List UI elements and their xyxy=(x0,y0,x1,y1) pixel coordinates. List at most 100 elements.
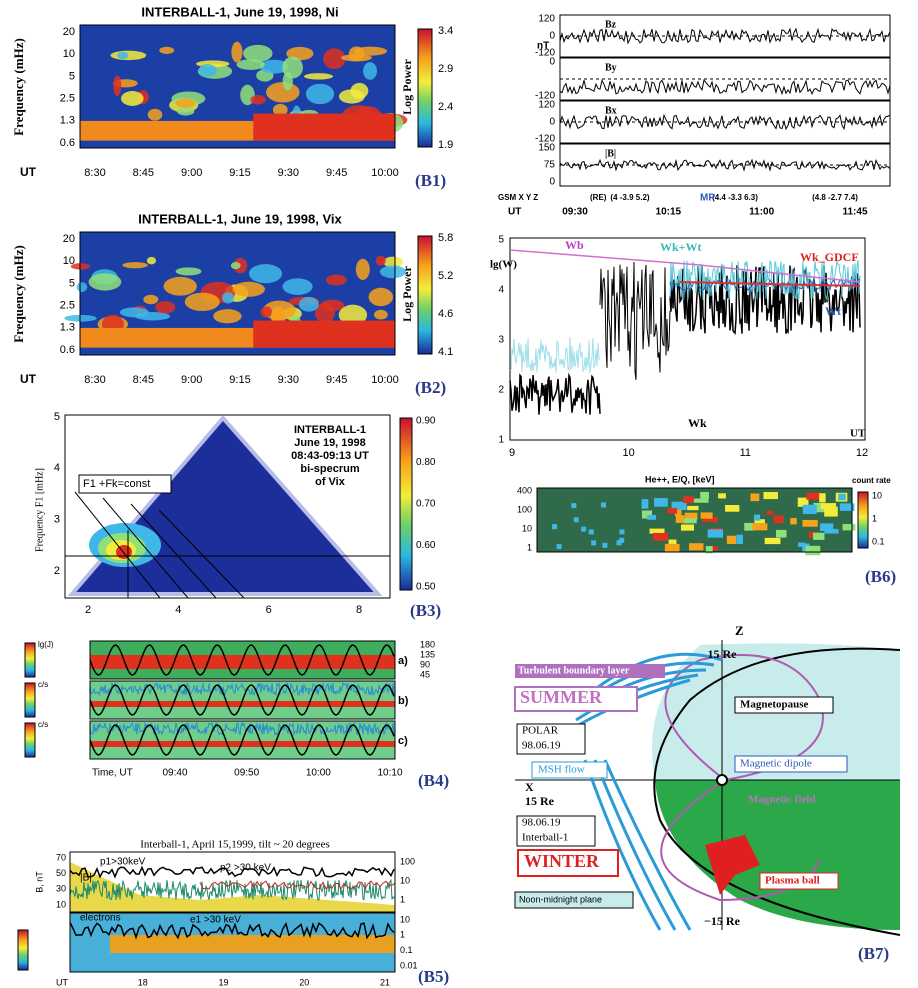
series-label: Wb xyxy=(565,238,584,252)
axis-label: UT xyxy=(20,165,37,179)
label: X xyxy=(525,780,534,794)
spectrogram-blob xyxy=(266,81,300,103)
label: (4 -3.9 5.2) xyxy=(610,193,649,202)
label: 98.06.19 xyxy=(522,817,561,829)
tick-label: 9:00 xyxy=(181,167,202,179)
spectrogram-cell xyxy=(790,518,797,525)
tick-label: 100 xyxy=(400,856,415,866)
trace xyxy=(599,261,671,380)
tick-label: 10:00 xyxy=(371,167,399,179)
label-box xyxy=(734,696,834,714)
tick-label: 5 xyxy=(54,411,60,423)
spectrogram-band xyxy=(90,741,395,747)
spectrogram-cell xyxy=(601,502,607,508)
trace xyxy=(559,78,891,96)
spectrogram-blob xyxy=(213,309,242,324)
tick-label: 9:15 xyxy=(229,167,250,179)
spectrogram-cell xyxy=(571,503,577,509)
colorbar xyxy=(417,235,433,355)
panel-tag: (B6) xyxy=(865,567,896,586)
spectrogram-cell xyxy=(744,522,755,531)
tick-label: 4 xyxy=(54,462,60,474)
spectrogram-cell xyxy=(754,519,765,524)
colorbar xyxy=(24,682,36,718)
formula-box xyxy=(78,474,172,494)
tick-label: 8 xyxy=(356,604,362,616)
trace xyxy=(509,249,861,283)
annotation: June 19, 1998 xyxy=(294,437,366,449)
label-box xyxy=(516,815,596,847)
label: (4.8 -2.7 7.4) xyxy=(812,193,858,202)
spectrogram-blob xyxy=(232,281,266,297)
series-label: |B| xyxy=(80,873,92,884)
tick-label: 1 xyxy=(872,513,877,523)
tick-label: 11:00 xyxy=(749,207,774,218)
tick-label: 50 xyxy=(56,868,66,878)
spectrogram-blob xyxy=(272,103,288,116)
spectrogram-blob xyxy=(363,62,377,80)
spectrogram-cell xyxy=(718,493,726,499)
tick-label: 0.80 xyxy=(416,457,436,468)
guide-line xyxy=(130,503,217,599)
spectrogram-blob xyxy=(230,261,241,270)
spectrogram-cell xyxy=(602,542,608,548)
tick-label: 0.50 xyxy=(416,582,436,593)
tick-label: 120 xyxy=(538,14,555,25)
spectrogram-blob xyxy=(325,274,347,286)
dipole xyxy=(716,774,728,786)
trace xyxy=(89,644,395,676)
flow-arrow xyxy=(593,759,677,931)
trace xyxy=(679,281,861,287)
spectrogram-blob xyxy=(320,299,345,312)
spectrogram-cell xyxy=(775,529,787,538)
panel-tag: (B2) xyxy=(415,378,446,397)
colorbar-label: Log Power xyxy=(400,59,414,115)
axis-label: Frequency F1 [mHz] xyxy=(34,468,45,552)
magnetopause xyxy=(653,647,901,936)
panel-title: Interball-1, April 15,1999, tilt ~ 20 de… xyxy=(140,839,330,851)
label: b) xyxy=(398,695,409,707)
label: 15 Re xyxy=(525,794,555,808)
label: −15 Re xyxy=(704,914,741,928)
spectrogram-blob xyxy=(163,276,197,296)
label: Z xyxy=(735,623,744,638)
colorbar xyxy=(857,491,869,549)
trace xyxy=(89,681,396,697)
spectrogram-blob xyxy=(375,255,386,266)
plot-frame xyxy=(69,851,396,913)
tick-label: 0.90 xyxy=(416,416,436,427)
tick-label: 20 xyxy=(63,26,75,38)
series-label: electrons xyxy=(80,913,121,924)
spectrogram-cell xyxy=(556,544,562,550)
tick-label: 0.01 xyxy=(400,960,418,970)
label: 98.06.19 xyxy=(522,740,561,752)
label: (4.4 -3.3 6.3) xyxy=(712,193,758,202)
spectrogram-cell xyxy=(805,545,821,556)
tick-label: 0 xyxy=(549,57,555,68)
label: He++, E/Q, [keV] xyxy=(645,474,715,484)
tick-label: 10 xyxy=(872,490,882,500)
spectrogram-cell xyxy=(819,493,826,503)
spectrogram-cell xyxy=(667,508,678,514)
spectrogram-cell xyxy=(802,519,818,527)
spectrogram-blob xyxy=(259,59,289,74)
tick-label: 5 xyxy=(69,70,75,82)
annotation: INTERBALL-1 xyxy=(294,424,366,436)
colorbar xyxy=(17,929,29,971)
tick-label: 1.3 xyxy=(60,115,75,127)
series-label: Wk_GDCF xyxy=(800,250,859,264)
spectrogram-band xyxy=(253,113,395,141)
label: c) xyxy=(398,735,408,747)
tick-label: 150 xyxy=(538,143,555,154)
series-label: p2 >30 keV xyxy=(220,863,271,874)
tick-label: 20 xyxy=(63,233,75,245)
label: Time, UT xyxy=(92,768,133,779)
tick-label: 70 xyxy=(56,852,66,862)
label-box xyxy=(517,849,619,877)
spectrogram-blob xyxy=(155,301,176,314)
spectrogram-blob xyxy=(110,50,147,61)
spectrogram-blob xyxy=(383,256,403,268)
spectrogram-cell xyxy=(682,518,697,524)
trace xyxy=(559,27,891,45)
plot-frame xyxy=(536,487,853,553)
